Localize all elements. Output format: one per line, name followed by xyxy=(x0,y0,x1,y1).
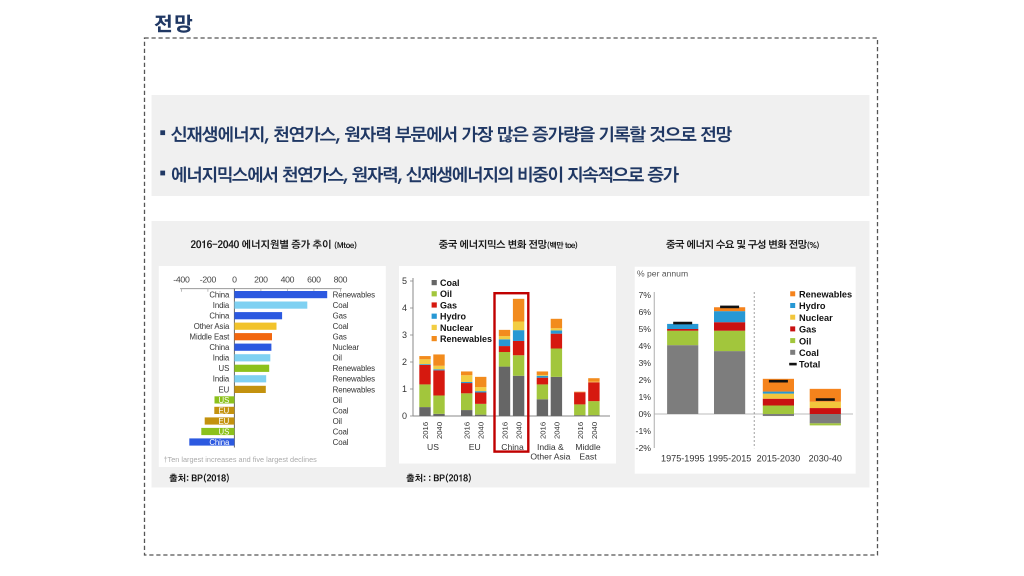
svg-text:Gas: Gas xyxy=(333,312,347,321)
svg-text:Coal: Coal xyxy=(440,278,460,288)
svg-text:0: 0 xyxy=(232,275,237,285)
svg-text:Renewables: Renewables xyxy=(333,291,376,300)
svg-text:Coal: Coal xyxy=(333,406,349,415)
svg-text:Renewables: Renewables xyxy=(333,364,376,373)
svg-text:Renewables: Renewables xyxy=(333,385,376,394)
svg-text:Nuclear: Nuclear xyxy=(799,313,833,323)
svg-text:Renewables: Renewables xyxy=(440,334,492,344)
svg-text:Renewables: Renewables xyxy=(799,290,852,300)
svg-text:China: China xyxy=(209,343,230,352)
svg-text:2040: 2040 xyxy=(477,422,486,439)
svg-text:5%: 5% xyxy=(638,324,651,334)
svg-text:Middle East: Middle East xyxy=(190,333,231,342)
svg-text:US: US xyxy=(219,396,230,405)
svg-text:Gas: Gas xyxy=(799,325,816,335)
svg-text:600: 600 xyxy=(307,275,321,285)
svg-text:Oil: Oil xyxy=(333,396,343,405)
svg-text:1%: 1% xyxy=(638,392,651,402)
svg-text:Gas: Gas xyxy=(440,300,457,310)
svg-text:0%: 0% xyxy=(638,409,651,419)
svg-text:1995-2015: 1995-2015 xyxy=(708,454,752,464)
svg-text:India &: India & xyxy=(537,442,564,452)
svg-text:1975-1995: 1975-1995 xyxy=(661,454,705,464)
svg-text:Gas: Gas xyxy=(333,333,347,342)
svg-text:India: India xyxy=(213,354,230,363)
svg-text:-1%: -1% xyxy=(636,426,652,436)
svg-text:EU: EU xyxy=(219,406,230,415)
svg-text:Renewables: Renewables xyxy=(333,375,376,384)
svg-text:4: 4 xyxy=(402,303,407,313)
svg-text:7%: 7% xyxy=(638,290,651,300)
svg-text:Hydro: Hydro xyxy=(440,312,467,322)
svg-text:EU: EU xyxy=(219,417,230,426)
svg-text:Coal: Coal xyxy=(333,427,349,436)
svg-text:US: US xyxy=(219,364,230,373)
svg-text:2016: 2016 xyxy=(421,422,430,439)
svg-text:2: 2 xyxy=(402,357,407,367)
svg-text:5: 5 xyxy=(402,276,407,286)
svg-text:6%: 6% xyxy=(638,307,651,317)
svg-text:2%: 2% xyxy=(638,375,651,385)
svg-text:-400: -400 xyxy=(173,275,190,285)
svg-text:Nuclear: Nuclear xyxy=(333,343,360,352)
svg-text:Oil: Oil xyxy=(333,354,343,363)
svg-text:-200: -200 xyxy=(200,275,217,285)
svg-text:Coal: Coal xyxy=(333,438,349,447)
svg-text:US: US xyxy=(219,427,230,436)
svg-text:2040: 2040 xyxy=(590,422,599,439)
svg-text:% per annum: % per annum xyxy=(637,269,688,279)
svg-text:-2%: -2% xyxy=(636,443,652,453)
svg-text:2016: 2016 xyxy=(538,422,547,439)
svg-text:China: China xyxy=(209,438,230,447)
svg-text:China: China xyxy=(209,291,230,300)
svg-text:Oil: Oil xyxy=(799,336,811,346)
svg-text:†Ten largest increases and fiv: †Ten largest increases and five largest … xyxy=(164,455,318,464)
svg-text:3: 3 xyxy=(402,330,407,340)
svg-text:Other Asia: Other Asia xyxy=(530,451,570,461)
svg-text:400: 400 xyxy=(281,275,295,285)
svg-text:Coal: Coal xyxy=(333,301,349,310)
svg-text:4%: 4% xyxy=(638,341,651,351)
svg-text:3%: 3% xyxy=(638,358,651,368)
svg-text:Oil: Oil xyxy=(333,417,343,426)
svg-text:India: India xyxy=(213,301,230,310)
svg-text:East: East xyxy=(579,451,597,461)
svg-text:Coal: Coal xyxy=(333,322,349,331)
svg-text:Coal: Coal xyxy=(799,348,819,358)
svg-text:2030-40: 2030-40 xyxy=(809,454,842,464)
svg-text:EU: EU xyxy=(469,442,481,452)
svg-text:2016: 2016 xyxy=(501,422,510,439)
svg-text:EU: EU xyxy=(219,385,230,394)
svg-text:0: 0 xyxy=(402,411,407,421)
svg-text:US: US xyxy=(427,442,439,452)
svg-text:2015-2030: 2015-2030 xyxy=(757,454,801,464)
svg-text:China: China xyxy=(209,312,230,321)
svg-text:200: 200 xyxy=(254,275,268,285)
svg-text:India: India xyxy=(213,375,230,384)
svg-text:800: 800 xyxy=(334,275,348,285)
svg-text:2040: 2040 xyxy=(435,422,444,439)
svg-text:2016: 2016 xyxy=(463,422,472,439)
svg-text:Nuclear: Nuclear xyxy=(440,323,474,333)
svg-text:2040: 2040 xyxy=(552,422,561,439)
svg-text:Middle: Middle xyxy=(575,442,601,452)
svg-text:Other Asia: Other Asia xyxy=(194,322,230,331)
svg-text:2040: 2040 xyxy=(515,422,524,439)
svg-text:Total: Total xyxy=(799,360,820,370)
svg-text:1: 1 xyxy=(402,384,407,394)
svg-text:Hydro: Hydro xyxy=(799,301,826,311)
svg-text:2016: 2016 xyxy=(576,422,585,439)
svg-text:Oil: Oil xyxy=(440,289,452,299)
svg-text:China: China xyxy=(501,442,524,452)
